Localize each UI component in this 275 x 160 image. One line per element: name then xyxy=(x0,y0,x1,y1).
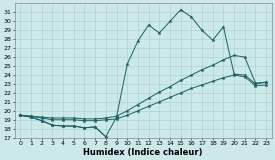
X-axis label: Humidex (Indice chaleur): Humidex (Indice chaleur) xyxy=(84,148,203,156)
